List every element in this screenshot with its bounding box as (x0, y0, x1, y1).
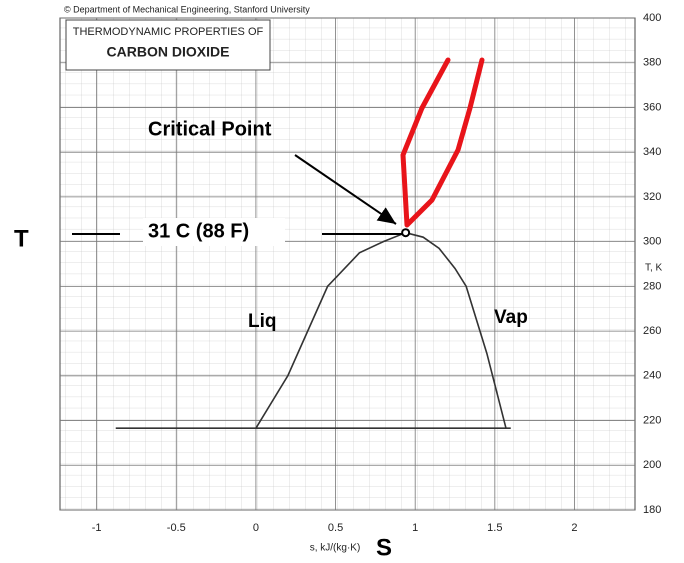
annotation: S (376, 534, 392, 561)
x-axis-label: s, kJ/(kg·K) (310, 543, 361, 554)
y-tick-label: 180 (643, 504, 661, 516)
highlight-loop (400, 57, 485, 228)
y-tick-label: 400 (643, 12, 661, 24)
y-tick-label: 240 (643, 370, 661, 382)
x-tick-label: -1 (92, 522, 102, 534)
y-tick-label: 280 (643, 280, 661, 292)
series-line (405, 231, 507, 429)
annotation: 31 C (88 F) (148, 220, 249, 242)
x-tick-label: 0 (253, 522, 259, 534)
y-tick-label: 220 (643, 414, 661, 426)
x-tick-label: 2 (571, 522, 577, 534)
x-tick-label: 1.5 (487, 522, 502, 534)
series-line (255, 231, 406, 429)
copyright: © Department of Mechanical Engineering, … (64, 4, 310, 14)
arrow (294, 154, 397, 225)
y-tick-label: 300 (643, 236, 661, 248)
critical-point (401, 228, 411, 238)
x-tick-label: 1 (412, 522, 418, 534)
annotation: T (14, 225, 29, 252)
annotation: Vap (494, 307, 528, 328)
plot-area (59, 17, 636, 511)
y-tick-label: 320 (643, 191, 661, 203)
y-tick-label: 360 (643, 101, 661, 113)
x-tick-label: -0.5 (167, 522, 186, 534)
y-tick-label: 260 (643, 325, 661, 337)
chart-subtitle: CARBON DIOXIDE (107, 44, 230, 60)
annotation: Critical Point (148, 118, 272, 140)
y-tick-label: 340 (643, 146, 661, 158)
y-tick-label: 380 (643, 57, 661, 69)
chart-title: THERMODYNAMIC PROPERTIES OF (73, 26, 264, 38)
x-tick-label: 0.5 (328, 522, 343, 534)
label-bg (143, 218, 285, 246)
y-axis-label: T, K (645, 263, 663, 274)
title-box (65, 19, 271, 71)
y-tick-label: 200 (643, 459, 661, 471)
annotation: Liq (248, 311, 277, 332)
